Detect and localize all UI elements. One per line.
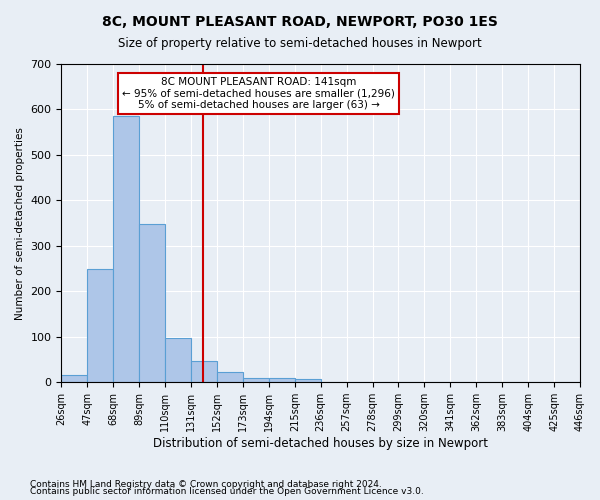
X-axis label: Distribution of semi-detached houses by size in Newport: Distribution of semi-detached houses by … [153, 437, 488, 450]
Bar [269, 378, 295, 382]
Text: 8C, MOUNT PLEASANT ROAD, NEWPORT, PO30 1ES: 8C, MOUNT PLEASANT ROAD, NEWPORT, PO30 1… [102, 15, 498, 29]
Bar [165, 338, 191, 382]
Bar [191, 361, 217, 382]
Text: 8C MOUNT PLEASANT ROAD: 141sqm
← 95% of semi-detached houses are smaller (1,296): 8C MOUNT PLEASANT ROAD: 141sqm ← 95% of … [122, 76, 395, 110]
Y-axis label: Number of semi-detached properties: Number of semi-detached properties [15, 126, 25, 320]
Text: Size of property relative to semi-detached houses in Newport: Size of property relative to semi-detach… [118, 38, 482, 51]
Bar [113, 116, 139, 382]
Bar [139, 224, 165, 382]
Bar [217, 372, 243, 382]
Bar [243, 378, 269, 382]
Text: Contains HM Land Registry data © Crown copyright and database right 2024.: Contains HM Land Registry data © Crown c… [30, 480, 382, 489]
Bar [61, 376, 88, 382]
Text: Contains public sector information licensed under the Open Government Licence v3: Contains public sector information licen… [30, 488, 424, 496]
Bar [88, 268, 113, 382]
Bar [295, 379, 321, 382]
